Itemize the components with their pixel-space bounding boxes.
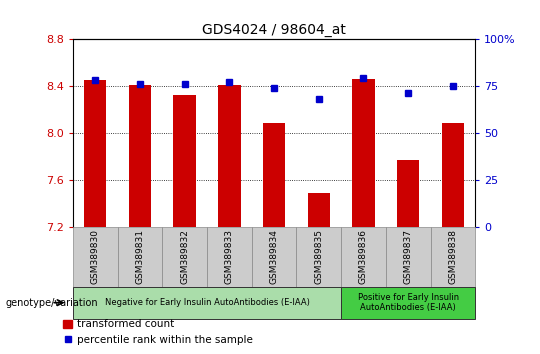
Bar <box>397 160 420 227</box>
Text: Negative for Early Insulin AutoAntibodies (E-IAA): Negative for Early Insulin AutoAntibodie… <box>105 298 309 307</box>
Bar <box>352 79 375 227</box>
Bar <box>263 124 285 227</box>
Text: GSM389837: GSM389837 <box>404 229 413 284</box>
Bar <box>218 85 240 227</box>
Bar <box>84 80 106 227</box>
Text: genotype/variation: genotype/variation <box>5 298 98 308</box>
Text: GSM389830: GSM389830 <box>91 229 100 284</box>
Text: GSM389832: GSM389832 <box>180 229 189 284</box>
Text: GSM389833: GSM389833 <box>225 229 234 284</box>
Text: GSM389836: GSM389836 <box>359 229 368 284</box>
Text: GSM389831: GSM389831 <box>136 229 145 284</box>
Text: GSM389838: GSM389838 <box>448 229 457 284</box>
Text: Positive for Early Insulin
AutoAntibodies (E-IAA): Positive for Early Insulin AutoAntibodie… <box>357 293 458 312</box>
Legend: transformed count, percentile rank within the sample: transformed count, percentile rank withi… <box>59 315 257 349</box>
Text: GSM389835: GSM389835 <box>314 229 323 284</box>
Title: GDS4024 / 98604_at: GDS4024 / 98604_at <box>202 23 346 36</box>
Bar <box>173 95 196 227</box>
Bar <box>442 124 464 227</box>
Text: GSM389834: GSM389834 <box>269 229 279 284</box>
Bar <box>129 85 151 227</box>
Bar <box>308 193 330 227</box>
